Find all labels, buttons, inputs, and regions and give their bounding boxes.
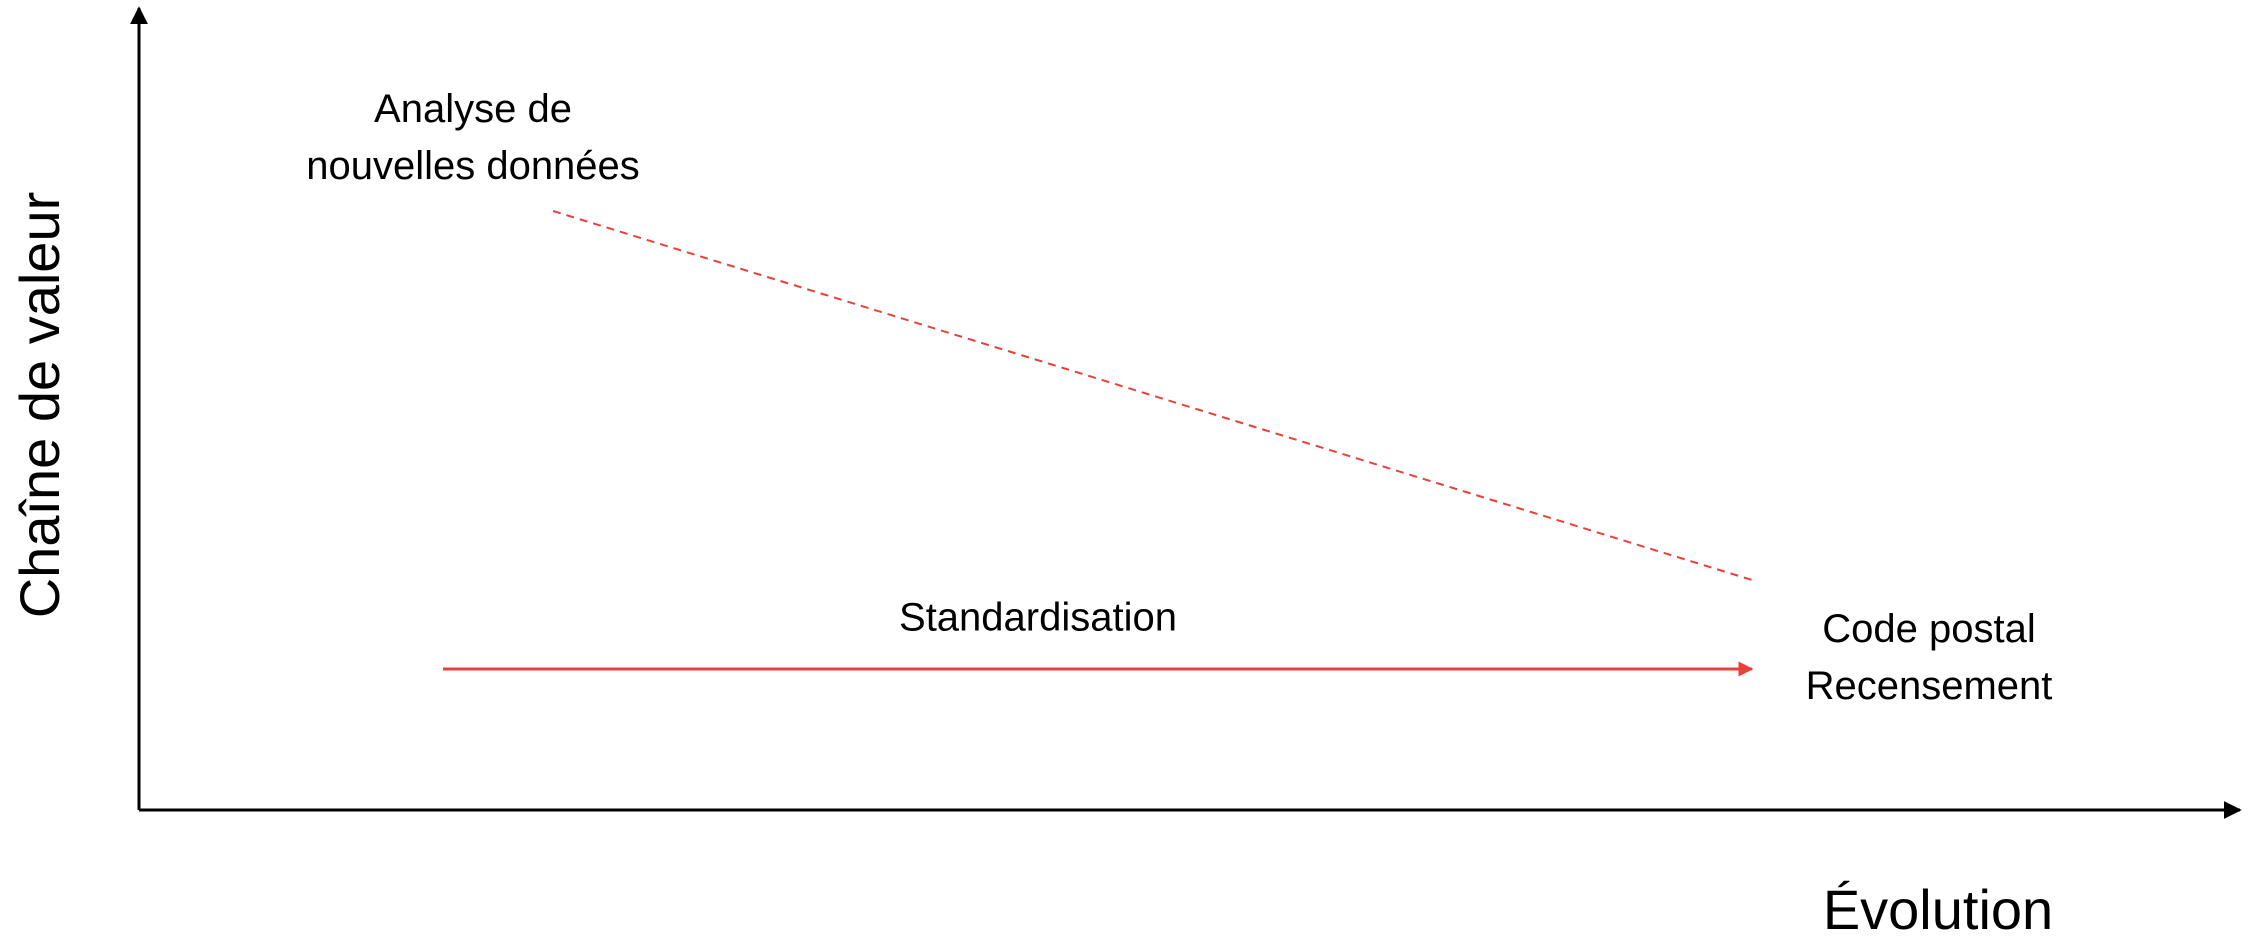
- y-axis-label: Chaîne de valeur: [12, 192, 68, 619]
- endpoint-label: Code postal Recensement: [1806, 601, 2053, 715]
- new-data-analysis-line-1: Analyse de: [306, 81, 640, 138]
- standardisation-label: Standardisation: [899, 590, 1177, 647]
- decline-dashed-line: [553, 211, 1752, 580]
- new-data-analysis-line-2: nouvelles données: [306, 138, 640, 195]
- x-axis-label: Évolution: [1823, 882, 2053, 938]
- new-data-analysis-label: Analyse de nouvelles données: [306, 81, 640, 195]
- endpoint-line-1: Code postal: [1806, 601, 2053, 658]
- endpoint-line-2: Recensement: [1806, 658, 2053, 715]
